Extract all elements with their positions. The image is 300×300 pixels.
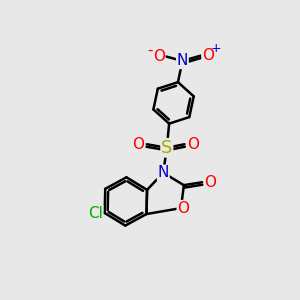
Text: -: -: [147, 43, 153, 58]
Text: N: N: [158, 165, 169, 180]
Text: O: O: [153, 49, 165, 64]
Text: O: O: [177, 201, 189, 216]
Text: O: O: [187, 137, 199, 152]
Text: O: O: [202, 48, 214, 63]
Text: O: O: [133, 137, 145, 152]
Text: N: N: [177, 53, 188, 68]
Text: O: O: [204, 175, 216, 190]
Text: Cl: Cl: [88, 206, 103, 220]
Text: S: S: [161, 139, 172, 157]
Text: +: +: [211, 42, 221, 55]
